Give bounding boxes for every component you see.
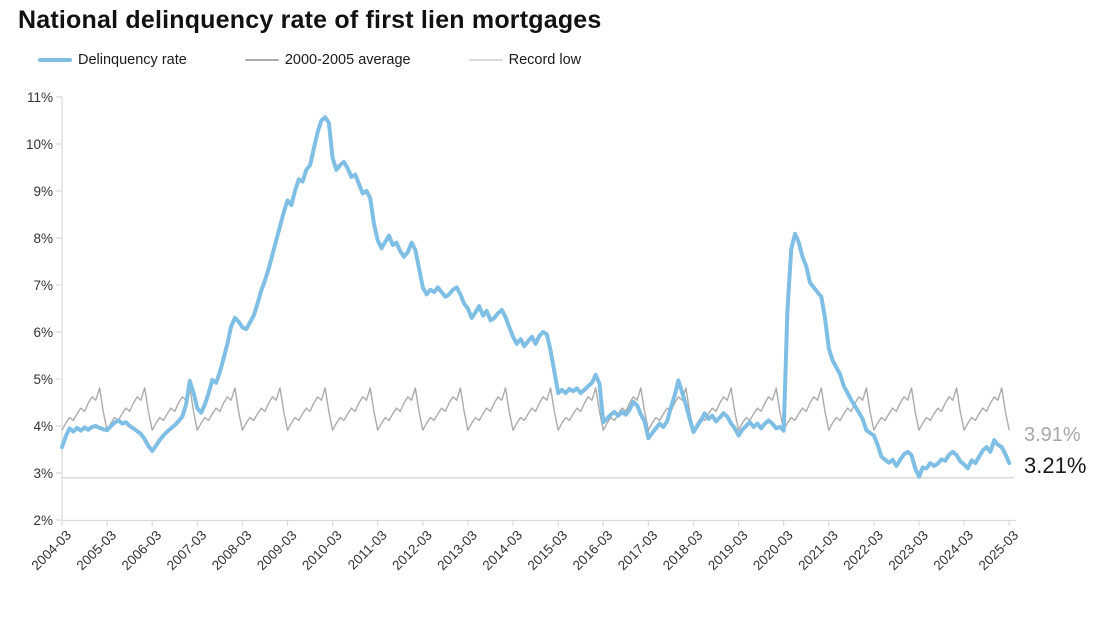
legend-item-2000-2005-average: 2000-2005 average [244, 52, 411, 68]
y-axis-ticks [56, 96, 62, 521]
x-tick-label: 2009-03 [254, 528, 300, 574]
x-tick-label: 2008-03 [209, 528, 255, 574]
y-tick-label: 3% [33, 466, 53, 481]
x-tick-label: 2004-03 [28, 528, 74, 574]
delinquency-rate-line [60, 115, 1012, 479]
x-tick-label: 2007-03 [164, 528, 210, 574]
x-tick-label: 2019-03 [705, 528, 751, 574]
average-2000-2005-line [61, 387, 1010, 431]
x-tick-label: 2020-03 [750, 528, 796, 574]
y-tick-label: 8% [33, 231, 53, 246]
y-tick-label: 2% [33, 513, 53, 528]
x-tick-label: 2014-03 [480, 528, 526, 574]
x-tick-label: 2006-03 [119, 528, 165, 574]
y-tick-label: 6% [33, 325, 53, 340]
x-tick-label: 2017-03 [615, 528, 661, 574]
average-end-value-label: 3.91% [1024, 424, 1081, 446]
x-tick-label: 2012-03 [389, 528, 435, 574]
y-tick-label: 10% [26, 137, 53, 152]
y-tick-label: 5% [33, 372, 53, 387]
x-tick-label: 2005-03 [74, 528, 120, 574]
x-axis-labels: 2004-03 2005-03 2006-03 2007-03 2008-03 2009-… [28, 528, 1021, 574]
x-tick-label: 2021-03 [795, 528, 841, 574]
legend-label: Delinquency rate [78, 52, 187, 68]
x-tick-label: 2016-03 [570, 528, 616, 574]
x-tick-label: 2023-03 [885, 528, 931, 574]
x-tick-label: 2015-03 [525, 528, 571, 574]
x-tick-label: 2022-03 [840, 528, 886, 574]
x-tick-label: 2025-03 [976, 528, 1022, 574]
x-tick-label: 2018-03 [660, 528, 706, 574]
delinquency-end-value-label: 3.21% [1024, 453, 1087, 478]
x-tick-label: 2013-03 [434, 528, 480, 574]
x-tick-label: 2024-03 [931, 528, 977, 574]
y-tick-label: 11% [27, 90, 53, 105]
axes [61, 97, 1016, 522]
average-line-swatch [244, 59, 279, 61]
chart-title: National delinquency rate of first lien … [18, 6, 602, 34]
record-low-line-swatch [468, 59, 503, 61]
legend-item-record-low: Record low [468, 52, 582, 68]
legend-label: Record low [508, 52, 582, 68]
x-axis-ticks [61, 520, 1010, 526]
x-tick-label: 2010-03 [299, 528, 345, 574]
legend-label: 2000-2005 average [284, 52, 411, 68]
legend-item-delinquency-rate: Delinquency rate [38, 52, 187, 68]
x-tick-label: 2011-03 [345, 528, 390, 573]
delinquency-rate-line-swatch [38, 58, 72, 62]
y-tick-label: 7% [33, 278, 53, 293]
y-tick-label: 4% [33, 419, 53, 434]
y-axis-labels: 2% 3% 4% 5% 6% 7% 8% 9% 10% 11% [26, 90, 53, 528]
y-tick-label: 9% [33, 184, 53, 199]
legend: Delinquency rate 2000-2005 average Recor… [38, 52, 581, 68]
